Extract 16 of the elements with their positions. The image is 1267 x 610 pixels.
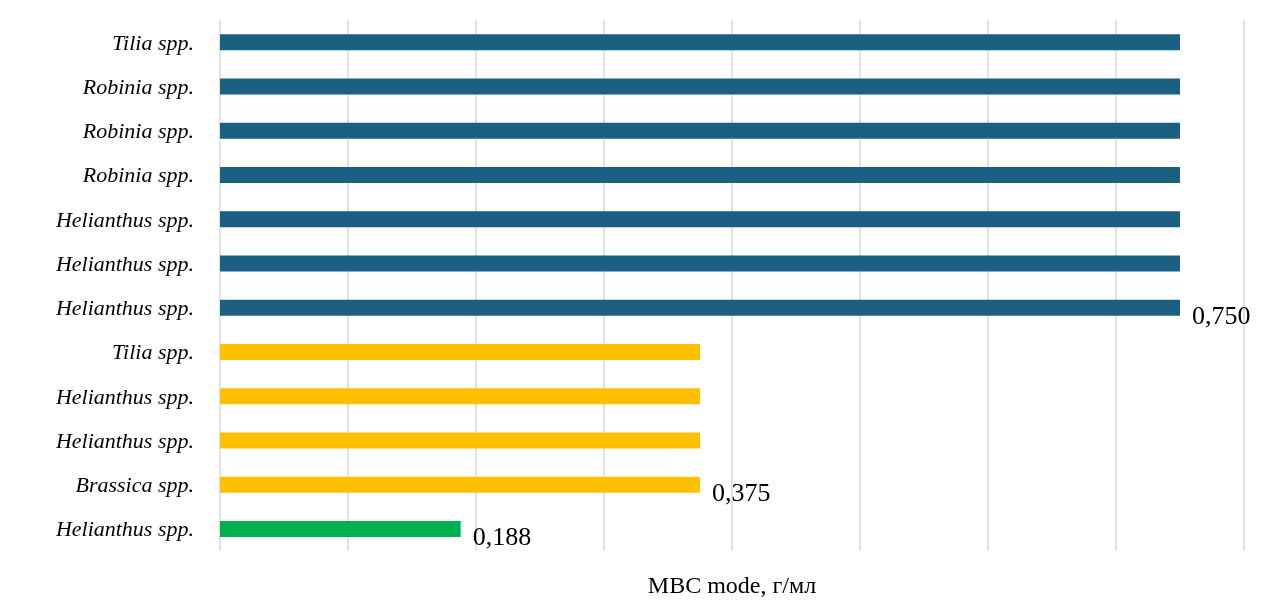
y-tick-label: Helianthus spp. xyxy=(54,250,194,276)
y-tick-label: Helianthus spp. xyxy=(54,427,194,453)
data-label: 0,375 xyxy=(712,478,771,508)
data-label: 0,188 xyxy=(472,522,532,552)
y-tick-label: Robinia spp. xyxy=(81,118,194,144)
y-tick-label: Tilia spp. xyxy=(112,29,194,55)
y-tick-label: Helianthus spp. xyxy=(54,206,194,232)
y-tick-label: Robinia spp. xyxy=(81,73,194,99)
x-axis-title: MBC mode, г/мл xyxy=(647,572,817,598)
data-label: 0,750 xyxy=(1192,301,1251,331)
y-tick-label: Helianthus spp. xyxy=(54,295,194,321)
y-tick-label: Helianthus spp. xyxy=(54,383,194,409)
y-tick-label: Tilia spp. xyxy=(112,339,194,365)
y-tick-label: Brassica spp. xyxy=(75,472,194,498)
y-tick-label: Helianthus spp. xyxy=(54,516,194,542)
y-tick-label: Robinia spp. xyxy=(81,162,194,188)
